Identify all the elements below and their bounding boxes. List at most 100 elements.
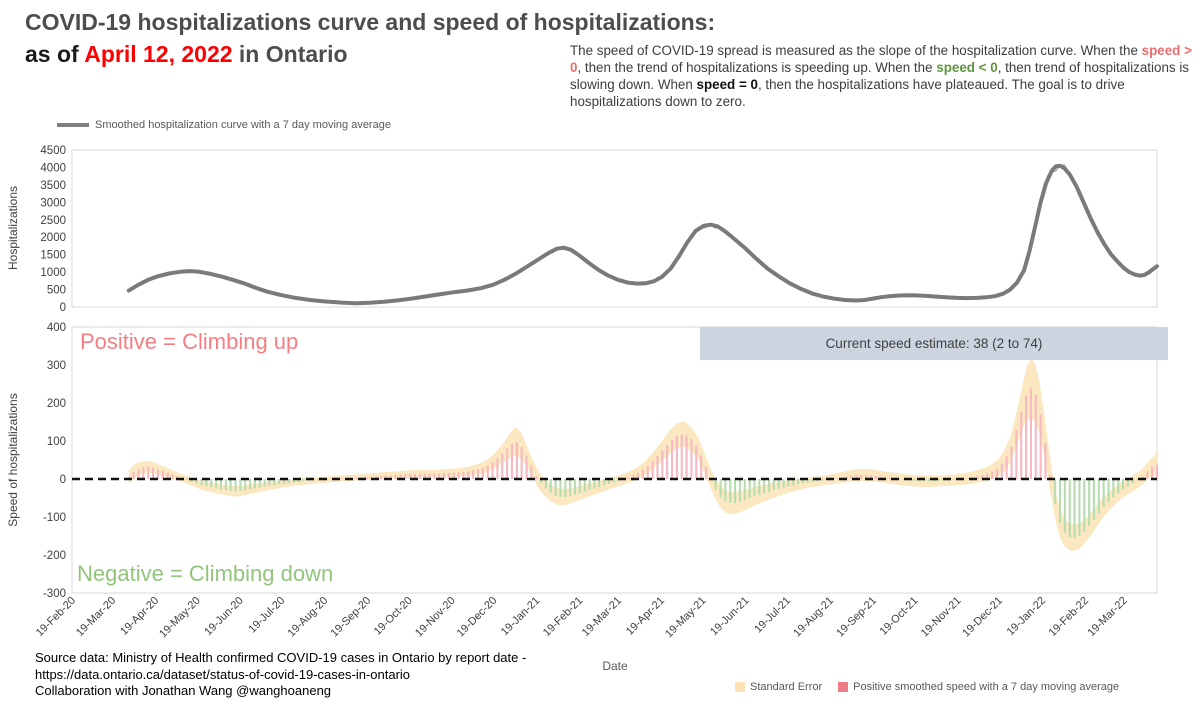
speed-bar-negative: [1126, 479, 1129, 487]
speed-bar-positive: [152, 467, 155, 479]
x-tick-label: 19-Aug-20: [286, 595, 331, 640]
speed-bar-positive: [423, 473, 426, 479]
speed-bar-positive: [1005, 456, 1008, 479]
speed-bar-negative: [219, 479, 222, 490]
speed-bar-negative: [583, 479, 586, 492]
hosp-y-tick-label: 1500: [40, 250, 66, 262]
legend-item-standard-error: Standard Error: [735, 681, 822, 693]
speed-bar-positive: [132, 472, 135, 479]
speed-bar-negative: [811, 479, 814, 482]
page-title: COVID-19 hospitalizations curve and spee…: [25, 6, 715, 70]
speed-bar-positive: [1029, 388, 1032, 479]
x-tick-label: 19-Dec-21: [960, 595, 1005, 640]
speed-bar-positive: [399, 474, 402, 479]
speed-bar-negative: [1117, 479, 1120, 494]
speed-bar-negative: [612, 479, 615, 483]
speed-bar-negative: [287, 479, 290, 484]
speed-bar-positive: [632, 475, 635, 479]
x-tick-label: 19-Feb-22: [1047, 595, 1091, 639]
speed-bar-negative: [258, 479, 261, 488]
speed-bar-positive: [690, 439, 693, 479]
speed-bar-negative: [937, 479, 940, 481]
speed-bar-negative: [806, 479, 809, 483]
speed-bar-negative: [1054, 479, 1057, 504]
hosp-y-tick-label: 0: [60, 302, 66, 314]
speed-bar-positive: [651, 461, 654, 479]
speed-bar-positive: [1141, 476, 1144, 479]
explanation-part: The speed of COVID-19 spread is measured…: [570, 43, 1142, 58]
speed-bar-positive: [530, 466, 533, 479]
speed-bar-positive: [685, 435, 688, 479]
speed-bar-negative: [569, 479, 572, 496]
speed-bar-negative: [763, 479, 766, 494]
source-line: Source data: Ministry of Health confirme…: [35, 650, 527, 665]
speed-bar-negative: [1131, 479, 1134, 484]
explanation-part: , then the trend of hospitalizations is …: [577, 60, 937, 75]
speed-bar-positive: [176, 476, 179, 479]
speed-bar-positive: [457, 472, 460, 479]
x-tick-label: 19-Dec-20: [455, 595, 500, 640]
speed-bar-negative: [1059, 479, 1062, 523]
speed-bar-positive: [874, 476, 877, 479]
speed-y-tick-label: 400: [47, 322, 66, 334]
x-tick-label: 19-Sep-21: [834, 595, 879, 640]
speed-bar-positive: [700, 455, 703, 480]
speed-bar-positive: [1146, 471, 1149, 479]
x-tick-label: 19-Feb-20: [34, 595, 78, 639]
x-tick-label: 19-Jun-21: [708, 595, 752, 639]
speed-bar-positive: [646, 465, 649, 479]
speed-bar-positive: [1020, 412, 1023, 479]
speed-bar-negative: [1107, 479, 1110, 502]
hosp-y-tick-label: 4500: [40, 145, 66, 157]
speed-bar-negative: [598, 479, 601, 487]
speed-bar-negative: [768, 479, 771, 492]
speed-bar-positive: [1151, 466, 1154, 479]
hosp-y-tick-label: 3000: [40, 197, 66, 209]
x-tick-label: 19-Jan-21: [499, 595, 543, 639]
speed-bar-negative: [578, 479, 581, 494]
speed-of-hospitalizations-chart: 400 300 200 100 0 -100 -200 -300 Speed of hospit…: [6, 322, 1159, 640]
speed-bar-positive: [428, 473, 431, 479]
speed-bar-negative: [782, 479, 785, 488]
speed-bar-positive: [510, 443, 513, 479]
speed-bar-positive: [384, 475, 387, 479]
speed-bar-negative: [1112, 479, 1115, 498]
speed-bar-positive: [680, 434, 683, 479]
speed-bar-positive: [355, 477, 358, 479]
speed-y-tick-label: -200: [43, 550, 66, 562]
source-attribution: Source data: Ministry of Health confirme…: [35, 650, 526, 700]
source-url: https://data.ontario.ca/dataset/status-o…: [35, 666, 411, 682]
speed-bar-negative: [544, 479, 547, 489]
speed-bar-positive: [506, 448, 509, 479]
speed-bar-negative: [952, 479, 955, 480]
speed-bar-negative: [249, 479, 252, 490]
speed-bar-positive: [1044, 442, 1047, 479]
speed-bar-negative: [1088, 479, 1091, 527]
speed-bar-positive: [1015, 430, 1018, 479]
speed-bar-positive: [394, 474, 397, 479]
speed-bar-negative: [239, 479, 242, 491]
x-tick-label: 19-Jun-20: [202, 595, 246, 639]
speed-bar-positive: [1049, 475, 1052, 479]
speed-bar-negative: [234, 479, 237, 492]
speed-bar-negative: [607, 479, 610, 484]
speed-bar-positive: [433, 473, 436, 479]
speed-y-tick-label: 100: [47, 436, 66, 448]
speed-bar-negative: [787, 479, 790, 487]
speed-bar-negative: [777, 479, 780, 489]
speed-bar-negative: [302, 479, 305, 482]
hosp-y-axis-title: Hospitalizations: [6, 186, 20, 270]
speed-bar-positive: [375, 476, 378, 479]
speed-bar-positive: [869, 475, 872, 479]
x-tick-label: 19-Mar-21: [580, 595, 624, 639]
speed-bar-negative: [559, 479, 562, 497]
speed-bar-positive: [675, 435, 678, 479]
speed-bar-negative: [1063, 479, 1066, 533]
speed-bar-negative: [913, 479, 916, 481]
speed-bar-positive: [855, 475, 858, 479]
speed-bar-negative: [729, 479, 732, 503]
speed-bar-positive: [443, 473, 446, 479]
speed-y-tick-label: -100: [43, 512, 66, 524]
speed-bar-negative: [1068, 479, 1071, 538]
